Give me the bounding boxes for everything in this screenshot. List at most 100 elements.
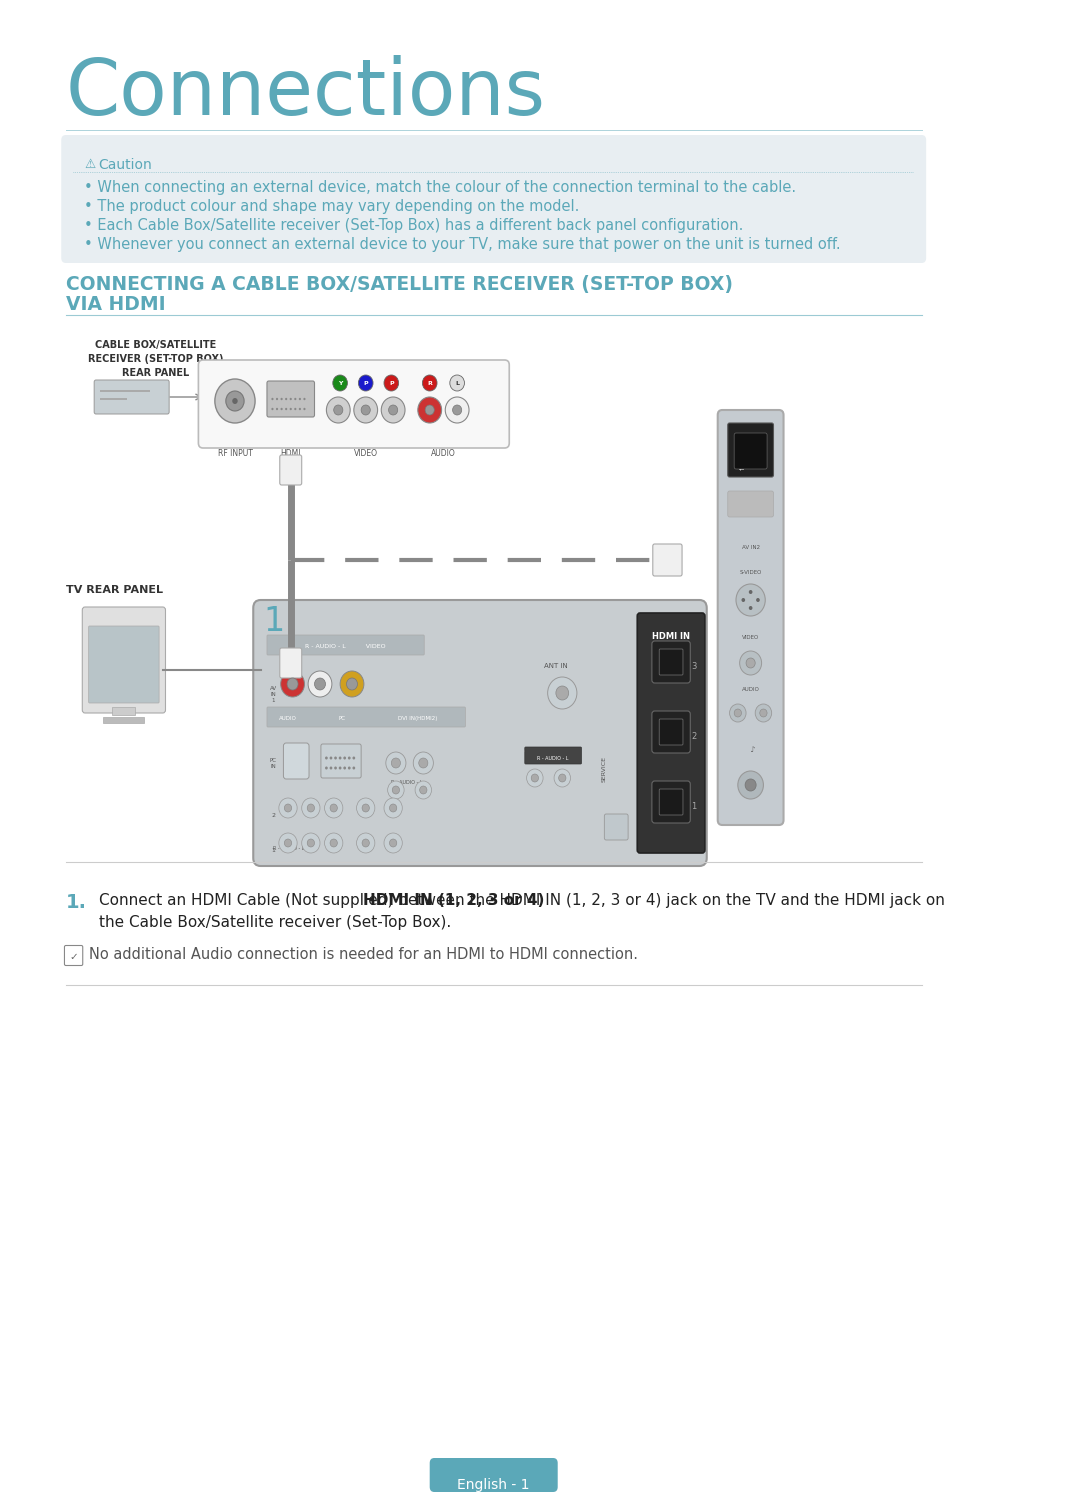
Circle shape xyxy=(361,405,370,414)
Text: • The product colour and shape may vary depending on the model.: • The product colour and shape may vary … xyxy=(84,200,580,215)
Circle shape xyxy=(390,839,396,847)
Circle shape xyxy=(307,805,314,812)
Circle shape xyxy=(759,708,767,717)
Text: PC: PC xyxy=(338,716,346,720)
Bar xyxy=(99,398,127,399)
Circle shape xyxy=(420,787,427,794)
Text: P: P xyxy=(363,380,368,386)
Circle shape xyxy=(329,767,333,770)
Circle shape xyxy=(738,772,764,799)
Circle shape xyxy=(558,775,566,782)
Circle shape xyxy=(334,767,337,770)
Text: Connect an HDMI Cable (Not supplied) between the HDMI IN (1, 2, 3 or 4) jack on : Connect an HDMI Cable (Not supplied) bet… xyxy=(98,893,945,908)
FancyBboxPatch shape xyxy=(89,626,159,702)
Circle shape xyxy=(450,375,464,390)
Circle shape xyxy=(352,757,355,760)
Text: AUDIO: AUDIO xyxy=(279,716,297,720)
FancyBboxPatch shape xyxy=(94,380,170,414)
Text: Y: Y xyxy=(338,380,342,386)
Circle shape xyxy=(343,767,346,770)
Text: PC
IN: PC IN xyxy=(270,758,276,769)
Circle shape xyxy=(285,408,287,410)
Text: DVI IN(HDMI2): DVI IN(HDMI2) xyxy=(397,716,437,720)
Circle shape xyxy=(325,767,327,770)
Circle shape xyxy=(392,787,400,794)
Circle shape xyxy=(339,767,341,770)
Text: VIDEO: VIDEO xyxy=(354,449,378,458)
Text: AV IN2: AV IN2 xyxy=(742,545,759,549)
Text: • Whenever you connect an external device to your TV, make sure that power on th: • Whenever you connect an external devic… xyxy=(84,237,840,252)
Text: • Each Cable Box/Satellite receiver (Set-Top Box) has a different back panel con: • Each Cable Box/Satellite receiver (Set… xyxy=(84,218,743,233)
Circle shape xyxy=(359,375,373,390)
Circle shape xyxy=(279,799,297,818)
FancyBboxPatch shape xyxy=(652,641,690,683)
Circle shape xyxy=(281,671,305,696)
Circle shape xyxy=(362,839,369,847)
FancyBboxPatch shape xyxy=(82,606,165,713)
FancyBboxPatch shape xyxy=(283,743,309,779)
Circle shape xyxy=(531,775,539,782)
Circle shape xyxy=(334,405,342,414)
Circle shape xyxy=(742,597,745,602)
Circle shape xyxy=(326,396,350,423)
Circle shape xyxy=(748,590,753,594)
Circle shape xyxy=(340,671,364,696)
FancyBboxPatch shape xyxy=(637,612,705,853)
FancyBboxPatch shape xyxy=(280,648,301,678)
FancyBboxPatch shape xyxy=(253,600,706,866)
FancyBboxPatch shape xyxy=(199,360,510,447)
FancyBboxPatch shape xyxy=(321,744,361,778)
Circle shape xyxy=(215,378,255,423)
Circle shape xyxy=(303,398,306,401)
Text: TV REAR PANEL: TV REAR PANEL xyxy=(66,585,163,594)
Circle shape xyxy=(333,375,348,390)
Circle shape xyxy=(389,405,397,414)
Circle shape xyxy=(735,584,766,615)
Circle shape xyxy=(299,398,301,401)
Circle shape xyxy=(307,839,314,847)
Circle shape xyxy=(330,805,337,812)
Circle shape xyxy=(554,769,570,787)
Circle shape xyxy=(415,781,432,799)
Circle shape xyxy=(356,799,375,818)
Circle shape xyxy=(748,606,753,609)
Circle shape xyxy=(294,398,296,401)
Text: ✓: ✓ xyxy=(69,952,78,962)
Text: English - 1: English - 1 xyxy=(458,1478,530,1492)
Circle shape xyxy=(386,752,406,775)
Circle shape xyxy=(426,405,434,414)
Circle shape xyxy=(329,757,333,760)
Text: SERVICE: SERVICE xyxy=(602,757,607,782)
Circle shape xyxy=(354,396,378,423)
Circle shape xyxy=(755,704,771,722)
Circle shape xyxy=(390,805,396,812)
Circle shape xyxy=(746,657,755,668)
Circle shape xyxy=(325,799,342,818)
Text: AUDIO: AUDIO xyxy=(742,687,759,692)
Circle shape xyxy=(348,757,351,760)
FancyBboxPatch shape xyxy=(659,648,683,675)
Circle shape xyxy=(343,757,346,760)
FancyBboxPatch shape xyxy=(734,432,767,468)
Circle shape xyxy=(314,678,325,690)
Circle shape xyxy=(232,398,238,404)
Circle shape xyxy=(384,375,399,390)
Text: P: P xyxy=(389,380,393,386)
Text: S-VIDEO: S-VIDEO xyxy=(740,570,761,575)
Circle shape xyxy=(303,408,306,410)
Circle shape xyxy=(556,686,569,699)
FancyBboxPatch shape xyxy=(280,455,301,485)
Text: 3: 3 xyxy=(691,662,697,671)
Text: 2: 2 xyxy=(271,812,275,818)
Circle shape xyxy=(734,708,742,717)
Circle shape xyxy=(391,758,401,769)
Text: Connections: Connections xyxy=(66,56,545,131)
Text: Caution: Caution xyxy=(98,158,152,173)
Circle shape xyxy=(279,833,297,853)
Text: R - AUDIO - L: R - AUDIO - L xyxy=(538,755,569,761)
Text: R - AUDIO - L          VIDEO: R - AUDIO - L VIDEO xyxy=(306,644,386,648)
Text: CABLE BOX/SATELLITE
RECEIVER (SET-TOP BOX)
REAR PANEL: CABLE BOX/SATELLITE RECEIVER (SET-TOP BO… xyxy=(87,341,224,378)
Circle shape xyxy=(301,799,320,818)
FancyBboxPatch shape xyxy=(430,1457,557,1492)
FancyBboxPatch shape xyxy=(267,635,424,654)
